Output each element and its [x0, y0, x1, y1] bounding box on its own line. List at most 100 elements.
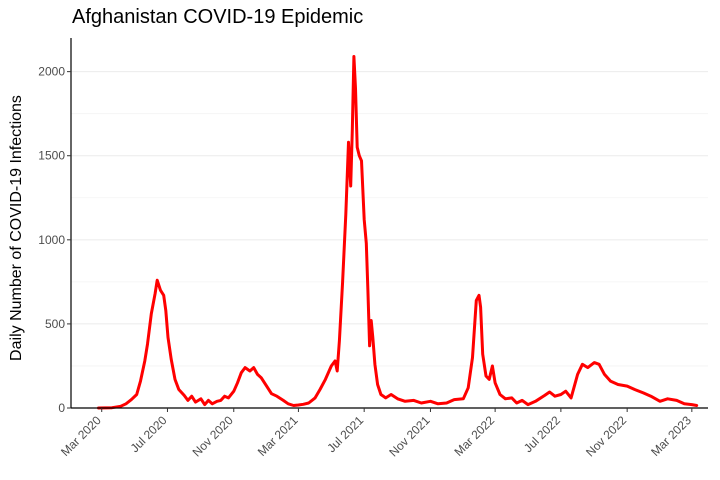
data-point — [314, 397, 317, 399]
x-tick-label-8: Nov 2022 — [583, 413, 629, 459]
data-point — [302, 403, 305, 406]
gridlines — [71, 71, 708, 409]
data-point — [494, 381, 497, 384]
data-point — [404, 400, 407, 403]
data-point — [265, 385, 268, 388]
data-point — [236, 381, 239, 384]
chart-title: Afghanistan COVID-19 Epidemic — [72, 6, 364, 28]
data-point — [554, 395, 556, 398]
data-point — [125, 402, 127, 405]
data-point — [207, 399, 210, 402]
data-point — [659, 400, 661, 403]
data-point — [593, 361, 596, 364]
data-point — [319, 388, 321, 391]
data-point — [187, 399, 189, 402]
x-tick-label-0: Mar 2020 — [58, 413, 104, 459]
data-point — [167, 336, 169, 339]
data-point — [598, 363, 601, 366]
data-point — [154, 292, 156, 295]
x-tick-label-6: Mar 2022 — [451, 413, 497, 459]
data-point — [521, 399, 523, 402]
data-point — [586, 366, 589, 369]
data-point — [481, 353, 484, 356]
data-point — [307, 402, 310, 404]
data-point — [559, 393, 562, 396]
data-point — [462, 397, 465, 400]
data-point — [548, 391, 551, 393]
data-point — [275, 395, 278, 398]
data-point — [130, 398, 133, 401]
data-point — [287, 402, 290, 405]
data-point — [334, 360, 336, 362]
data-point — [617, 383, 619, 386]
data-point — [353, 55, 355, 58]
data-point — [270, 392, 273, 395]
data-point — [146, 343, 149, 345]
data-point — [534, 400, 537, 403]
data-point — [240, 371, 243, 374]
data-point — [603, 373, 606, 376]
data-point — [581, 363, 584, 366]
data-point — [183, 394, 186, 397]
data-point — [570, 397, 573, 399]
data-point — [690, 403, 693, 406]
data-point — [119, 405, 122, 408]
data-point — [695, 404, 698, 407]
y-tick-label-2: 1000 — [38, 233, 65, 247]
data-point — [199, 397, 202, 400]
data-point — [143, 360, 146, 362]
y-tick-label-3: 1500 — [38, 149, 65, 163]
data-point — [412, 399, 415, 402]
data-point — [354, 87, 357, 90]
data-point — [609, 380, 612, 382]
data-point — [349, 185, 352, 187]
data-point — [344, 213, 347, 216]
y-tick-label-1: 500 — [45, 317, 65, 331]
data-point — [374, 363, 376, 366]
data-point — [683, 402, 686, 405]
data-point — [649, 395, 652, 398]
x-tick-label-1: Jul 2020 — [128, 413, 170, 455]
data-point — [216, 400, 218, 403]
data-point — [485, 375, 487, 377]
data-point — [324, 378, 327, 381]
data-point — [576, 373, 579, 376]
data-point — [190, 395, 193, 398]
data-point — [174, 378, 176, 381]
series-layer — [97, 55, 699, 410]
data-point — [475, 299, 478, 302]
data-point — [162, 294, 165, 297]
data-point — [330, 365, 333, 367]
data-point — [252, 366, 255, 369]
data-point — [135, 393, 138, 396]
data-point — [368, 344, 371, 347]
data-point — [543, 394, 546, 397]
data-point — [223, 395, 226, 398]
data-point — [194, 401, 197, 404]
data-point — [177, 388, 180, 391]
data-point — [390, 393, 393, 396]
data-point — [164, 309, 167, 312]
data-point — [626, 385, 629, 388]
data-point — [260, 376, 263, 379]
data-point — [467, 386, 470, 389]
data-point — [499, 393, 501, 396]
data-point — [471, 356, 474, 359]
data-point — [282, 399, 285, 402]
data-point — [249, 370, 251, 372]
y-tick-label-4: 2000 — [38, 65, 65, 79]
data-point — [367, 289, 369, 292]
data-point — [376, 383, 379, 386]
data-point — [527, 403, 529, 406]
data-point — [219, 399, 222, 402]
y-tick-label-0: 0 — [58, 401, 65, 415]
data-point — [292, 404, 295, 407]
data-point — [437, 402, 439, 405]
data-point — [297, 404, 300, 406]
data-point — [156, 279, 159, 282]
x-tick-label-2: Nov 2020 — [190, 413, 236, 459]
data-point — [150, 312, 153, 315]
data-point — [453, 398, 456, 401]
data-point — [675, 399, 678, 402]
data-point — [370, 319, 373, 322]
